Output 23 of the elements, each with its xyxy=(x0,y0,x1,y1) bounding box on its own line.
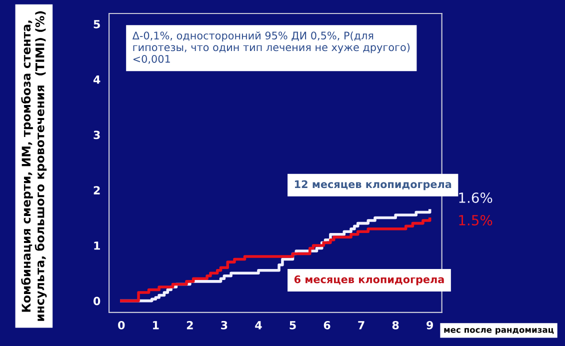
y-tick-label: 2 xyxy=(94,186,100,194)
x-tick-label: 1 xyxy=(153,321,159,330)
text: 1.5% xyxy=(459,214,492,226)
y-tick-label: 5 xyxy=(94,20,100,28)
annotation: Δ-0,1%, односторонний 95% ДИ 0,5%, P(для гипотезы, что один тип лечения не хуже другого) <0,001 xyxy=(132,31,410,64)
x-tick-label: 9 xyxy=(426,320,433,330)
y-tick-label: 3 xyxy=(94,130,100,140)
series-label: 6 месяцев клопидогрела xyxy=(294,275,444,286)
y-tick-label: 1 xyxy=(94,242,100,250)
x-tick-label: 8 xyxy=(392,320,399,330)
x-tick-label: 6 xyxy=(324,320,330,330)
y-axis-title: Комбинация смерти, ИМ, тромбоза стента, инсульта, большого кровотечения (TIMI) (%) xyxy=(21,11,47,321)
x-tick-label: 2 xyxy=(186,320,193,330)
y-tick-label: 0 xyxy=(94,296,100,306)
x-tick-label: 7 xyxy=(358,321,364,330)
x-tick-label: 3 xyxy=(221,320,228,330)
x-axis-title: мес после рандомизац xyxy=(444,328,554,334)
x-tick-label: 5 xyxy=(290,321,296,330)
y-tick-label: 4 xyxy=(93,75,100,84)
x-tick-label: 4 xyxy=(255,321,262,330)
text: 12 месяцев клопидогрела xyxy=(294,180,452,190)
x-tick-label: 0 xyxy=(118,320,125,330)
text: 1.6% xyxy=(459,192,492,203)
